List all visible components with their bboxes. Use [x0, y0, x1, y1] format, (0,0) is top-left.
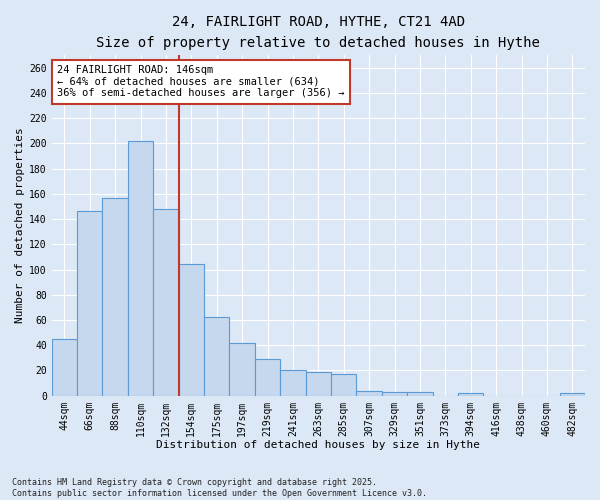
Bar [331, 374, 356, 396]
Bar [458, 393, 484, 396]
Bar [382, 392, 407, 396]
Title: 24, FAIRLIGHT ROAD, HYTHE, CT21 4AD
Size of property relative to detached houses: 24, FAIRLIGHT ROAD, HYTHE, CT21 4AD Size… [97, 15, 540, 50]
Bar [52, 339, 77, 396]
Bar [255, 359, 280, 396]
Bar [179, 264, 204, 396]
Bar [407, 392, 433, 396]
Bar [204, 318, 229, 396]
Bar [103, 198, 128, 396]
Text: 24 FAIRLIGHT ROAD: 146sqm
← 64% of detached houses are smaller (634)
36% of semi: 24 FAIRLIGHT ROAD: 146sqm ← 64% of detac… [57, 65, 344, 98]
Bar [560, 393, 585, 396]
Bar [77, 212, 103, 396]
Bar [153, 209, 179, 396]
Text: Contains HM Land Registry data © Crown copyright and database right 2025.
Contai: Contains HM Land Registry data © Crown c… [12, 478, 427, 498]
Y-axis label: Number of detached properties: Number of detached properties [15, 128, 25, 323]
Bar [356, 390, 382, 396]
X-axis label: Distribution of detached houses by size in Hythe: Distribution of detached houses by size … [157, 440, 481, 450]
Bar [128, 141, 153, 396]
Bar [229, 342, 255, 396]
Bar [280, 370, 305, 396]
Bar [305, 372, 331, 396]
